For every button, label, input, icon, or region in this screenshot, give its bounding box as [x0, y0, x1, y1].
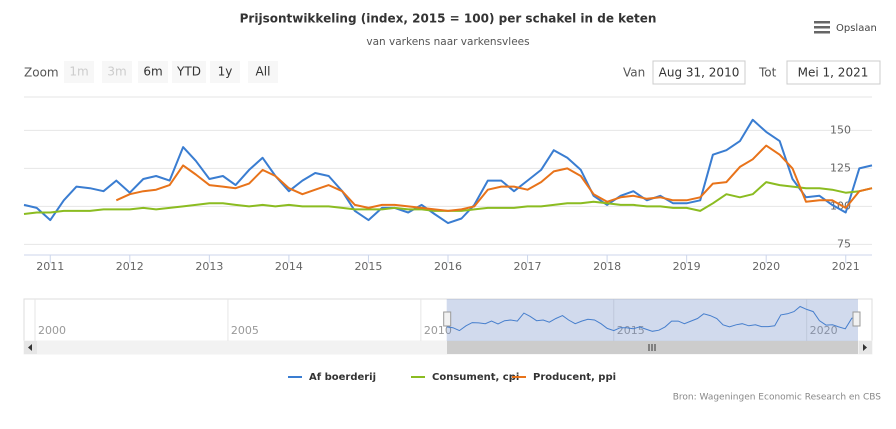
x-tick-label: 2016 — [434, 260, 462, 273]
navigator-handle[interactable] — [852, 311, 861, 327]
navigator-tick-label: 2000 — [38, 324, 66, 337]
navigator-handle[interactable] — [443, 311, 452, 327]
x-tick-label: 2019 — [673, 260, 701, 273]
y-tick-label: 125 — [830, 161, 851, 174]
range-button[interactable] — [248, 61, 278, 83]
scroll-right-arrow — [863, 344, 867, 351]
x-tick-label: 2015 — [354, 260, 382, 273]
range-button-label: 3m — [107, 65, 126, 79]
from-value[interactable]: Aug 31, 2010 — [659, 66, 740, 80]
from-input[interactable] — [652, 60, 746, 85]
range-button-label[interactable]: All — [256, 65, 271, 79]
legend-label[interactable]: Af boerderij — [309, 372, 376, 383]
range-button-label[interactable]: 6m — [143, 65, 162, 79]
legend-label[interactable]: Producent, ppi — [533, 372, 616, 383]
x-tick-label: 2020 — [752, 260, 780, 273]
legend-label[interactable]: Consument, cpi — [432, 372, 519, 383]
zoom-label: Zoom — [24, 66, 59, 80]
x-tick-label: 2018 — [593, 260, 621, 273]
series-line — [23, 118, 873, 225]
range-button — [64, 61, 94, 83]
navigator-tick-label: 2010 — [424, 324, 452, 337]
menu-icon — [814, 26, 830, 29]
scroll-left-arrow — [28, 344, 32, 351]
from-label: Van — [623, 66, 645, 80]
export-label[interactable]: Opslaan — [836, 23, 877, 34]
range-button — [102, 61, 132, 83]
range-button[interactable] — [210, 61, 240, 83]
range-button-label[interactable]: YTD — [176, 65, 201, 79]
x-tick-label: 2012 — [116, 260, 144, 273]
y-tick-label: 75 — [837, 237, 851, 250]
x-tick-label: 2021 — [832, 260, 860, 273]
y-tick-label: 150 — [830, 123, 851, 136]
x-tick-label: 2013 — [195, 260, 223, 273]
menu-icon — [814, 31, 830, 34]
range-button[interactable] — [138, 61, 168, 83]
to-input[interactable] — [786, 60, 881, 85]
menu-icon — [814, 21, 830, 24]
x-tick-label: 2014 — [275, 260, 303, 273]
series-line — [115, 144, 873, 212]
to-value[interactable]: Mei 1, 2021 — [798, 66, 869, 80]
navigator-tick-label: 2005 — [231, 324, 259, 337]
range-button-label[interactable]: 1y — [218, 65, 233, 79]
range-button-label: 1m — [69, 65, 88, 79]
chart-title: Prijsontwikkeling (index, 2015 = 100) pe… — [240, 12, 657, 26]
credits: Bron: Wageningen Economic Research en CB… — [673, 393, 882, 403]
scrollbar-grip — [648, 344, 656, 351]
export-menu[interactable]: Opslaan — [814, 21, 877, 34]
range-button[interactable] — [172, 61, 206, 83]
x-tick-label: 2011 — [36, 260, 64, 273]
x-tick-label: 2017 — [514, 260, 542, 273]
chart-subtitle: van varkens naar varkensvlees — [366, 36, 529, 48]
navigator-mask — [446, 299, 858, 341]
navigator-line — [446, 305, 859, 332]
to-label: Tot — [758, 66, 777, 80]
navigator-tick-label: 2020 — [810, 324, 838, 337]
